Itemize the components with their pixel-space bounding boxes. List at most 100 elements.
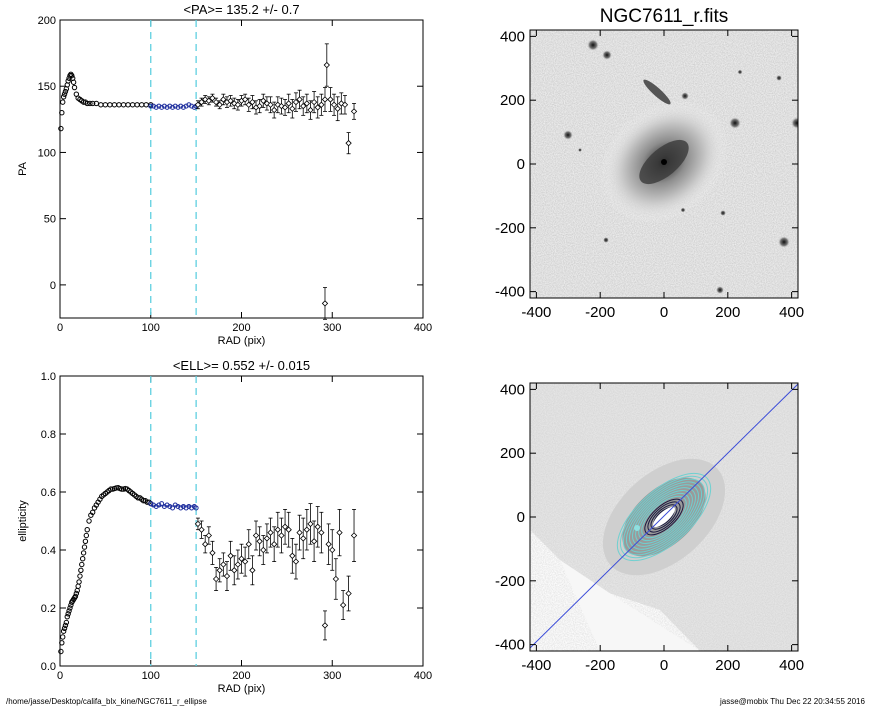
y-tick-label: 0 xyxy=(517,509,525,526)
x-tick-label: -400 xyxy=(521,657,551,674)
data-point xyxy=(271,106,278,114)
data-point xyxy=(321,300,329,307)
footer-file-path: /home/jasse/Desktop/califa_blx_kine/NGC7… xyxy=(6,697,207,706)
y-tick-label: 400 xyxy=(500,28,525,45)
data-point xyxy=(323,61,330,69)
data-point xyxy=(241,558,249,565)
y-tick-label: 150 xyxy=(38,81,56,93)
data-point xyxy=(303,526,311,533)
x-tick-label: 0 xyxy=(57,322,63,334)
chart-title: <ELL>= 0.552 +/- 0.015 xyxy=(173,358,310,373)
x-tick-label: 400 xyxy=(414,322,432,334)
data-point xyxy=(289,552,296,559)
data-point xyxy=(281,104,289,111)
x-tick-label: 0 xyxy=(57,670,63,682)
data-point xyxy=(260,546,267,554)
data-point xyxy=(227,97,234,104)
data-point xyxy=(278,102,285,110)
data-point xyxy=(68,602,74,608)
plot-frame xyxy=(59,19,424,319)
data-point xyxy=(79,556,86,562)
pa-profile-panel: <PA>= 135.2 +/- 0.7 0 100 200 300 400 0 50 100 15… xyxy=(17,2,432,347)
isophote xyxy=(638,492,690,542)
data-point xyxy=(332,575,340,583)
data-point xyxy=(263,535,271,542)
y-tick-label: 1.0 xyxy=(41,371,56,383)
data-point xyxy=(198,98,205,106)
data-point xyxy=(292,558,300,565)
data-point xyxy=(66,608,72,614)
data-point xyxy=(350,532,358,539)
data-point xyxy=(82,538,89,544)
data-point xyxy=(108,486,114,492)
data-point xyxy=(60,628,67,634)
data-point xyxy=(234,101,242,108)
fit-data-point xyxy=(170,104,176,110)
fit-data-point xyxy=(172,103,178,109)
data-point xyxy=(252,532,260,539)
data-point xyxy=(58,125,64,132)
data-point xyxy=(59,640,65,646)
data-point xyxy=(330,101,338,108)
data-point xyxy=(205,532,212,539)
x-tick-label: 300 xyxy=(323,670,341,682)
data-point xyxy=(116,102,122,108)
data-point xyxy=(334,105,341,112)
data-point xyxy=(341,101,349,108)
data-point xyxy=(256,538,263,545)
data-point xyxy=(71,84,78,91)
isophote xyxy=(629,484,699,550)
x-axis-label: RAD (pix) xyxy=(218,683,266,695)
fit-data-point xyxy=(170,505,176,511)
data-point xyxy=(231,567,238,574)
data-point xyxy=(62,88,69,95)
data-point xyxy=(314,523,321,530)
data-point xyxy=(300,535,307,542)
data-point xyxy=(260,97,267,104)
data-point xyxy=(202,96,209,103)
footer-user-timestamp: jasse@mobix Thu Dec 22 20:34:55 2016 xyxy=(720,697,865,706)
data-point xyxy=(198,526,205,533)
data-point xyxy=(120,102,127,108)
isophote xyxy=(635,490,693,544)
isophote-overlay-panel: -400 -200 0 200 400 -400 -200 0 200 400 xyxy=(495,381,804,674)
data-point xyxy=(310,98,318,106)
x-tick-label: 400 xyxy=(414,670,432,682)
data-point xyxy=(274,526,281,533)
data-point xyxy=(314,104,321,111)
data-point xyxy=(119,486,125,492)
data-point xyxy=(78,567,84,573)
data-point xyxy=(345,140,352,147)
data-point xyxy=(249,98,256,106)
major-axis-line xyxy=(530,383,798,649)
data-point xyxy=(289,105,296,112)
x-tick-label: -200 xyxy=(585,304,615,321)
data-point xyxy=(62,622,69,629)
data-point xyxy=(73,590,80,597)
fit-data-point xyxy=(167,103,173,109)
y-axis-label: ellipticity xyxy=(17,500,29,542)
y-tick-label: 100 xyxy=(38,147,56,159)
data-point xyxy=(245,101,252,108)
data-point xyxy=(70,79,77,85)
data-point xyxy=(202,541,209,548)
fit-data-point xyxy=(183,103,189,109)
fit-data-point xyxy=(159,501,165,507)
data-point xyxy=(87,100,93,107)
y-axis-label: PA xyxy=(17,161,29,176)
isophote xyxy=(619,475,709,559)
data-point xyxy=(61,625,68,631)
data-point xyxy=(107,102,113,108)
data-point xyxy=(69,72,75,79)
isophote xyxy=(626,481,702,553)
fits-image-panel: NGC7611_r.fits -400 -200 0 200 400 -400 -200 0 20… xyxy=(495,6,804,321)
x-tick-label: 400 xyxy=(779,304,804,321)
data-point xyxy=(329,546,336,554)
data-point xyxy=(86,518,92,524)
data-point xyxy=(285,526,292,533)
x-tick-label: 200 xyxy=(232,670,250,682)
data-point xyxy=(143,102,149,108)
data-point xyxy=(249,567,256,574)
data-point xyxy=(74,587,80,594)
